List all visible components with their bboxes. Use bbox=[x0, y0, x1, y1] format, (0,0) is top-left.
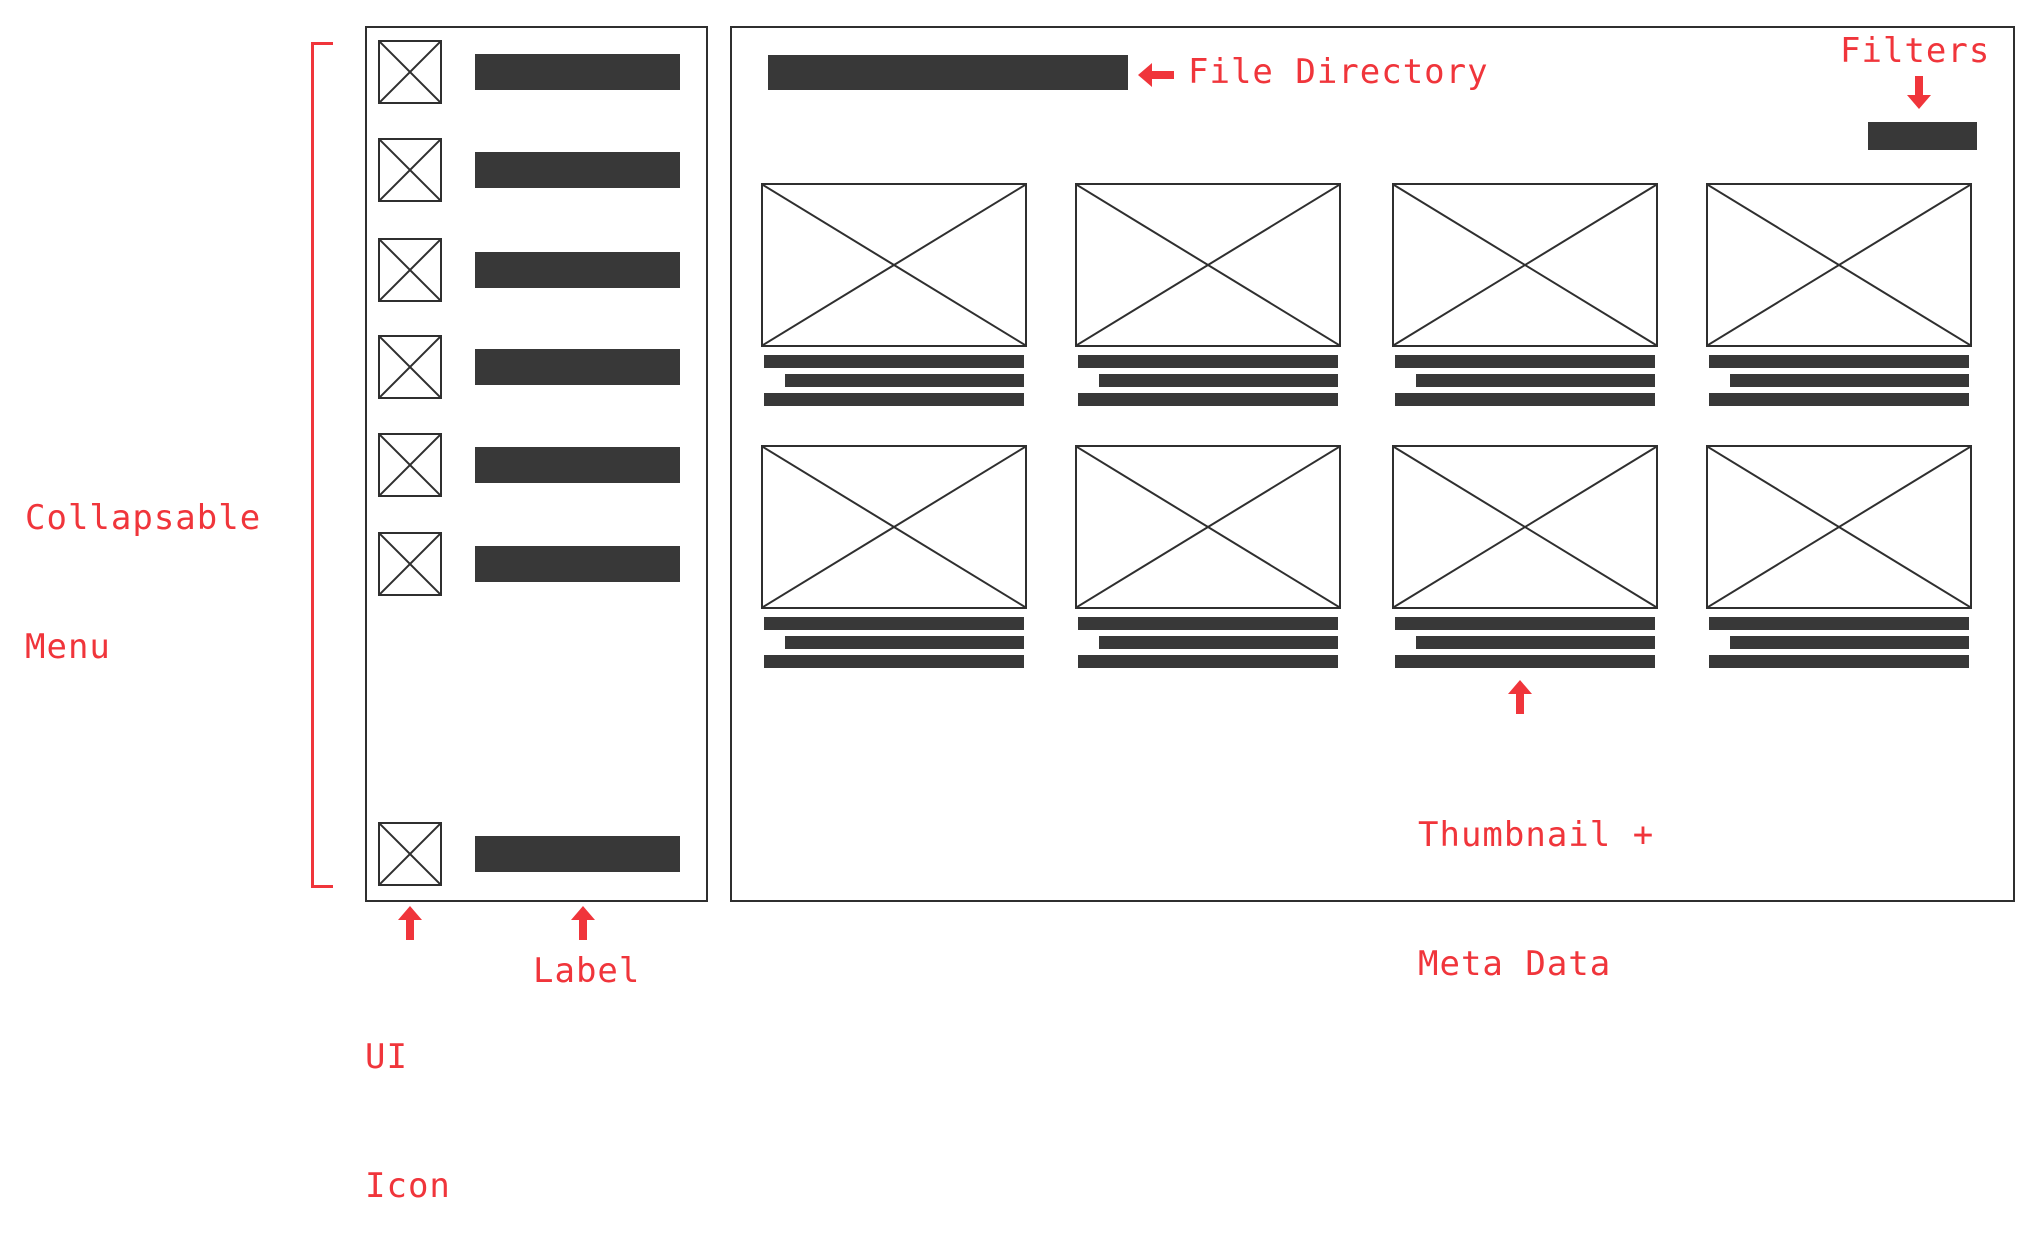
placeholder-image-icon[interactable] bbox=[378, 238, 442, 302]
ui-icon-annotation: UI Icon bbox=[365, 950, 451, 1251]
thumbnail-image[interactable] bbox=[1706, 445, 1972, 609]
filters-annotation: Filters bbox=[1840, 31, 1991, 71]
collapsable-menu-annotation-line-2: Menu bbox=[25, 627, 111, 667]
placeholder-image-icon[interactable] bbox=[378, 433, 442, 497]
thumbnail-image[interactable] bbox=[1075, 445, 1341, 609]
meta-line-1 bbox=[1395, 617, 1655, 630]
meta-line-1 bbox=[764, 617, 1024, 630]
meta-line-3 bbox=[1078, 393, 1338, 406]
meta-line-3 bbox=[1709, 393, 1969, 406]
meta-line-1 bbox=[1395, 355, 1655, 368]
sidebar-item-label[interactable] bbox=[475, 252, 680, 288]
meta-line-1 bbox=[1709, 355, 1969, 368]
thumbnail-meta-annotation-line-1: Thumbnail + bbox=[1418, 815, 1655, 855]
sidebar-item-label[interactable] bbox=[475, 152, 680, 188]
meta-line-3 bbox=[764, 393, 1024, 406]
meta-line-3 bbox=[1078, 655, 1338, 668]
ui-icon-annotation-line-2: Icon bbox=[365, 1166, 451, 1206]
meta-line-2 bbox=[1416, 374, 1655, 387]
meta-line-1 bbox=[1709, 617, 1969, 630]
placeholder-image-icon[interactable] bbox=[378, 40, 442, 104]
thumbnail-meta-annotation-line-2: Meta Data bbox=[1418, 944, 1612, 984]
thumbnail-meta-annotation: Thumbnail + Meta Data bbox=[1418, 728, 1654, 1029]
meta-line-2 bbox=[1099, 636, 1338, 649]
collapsable-menu-annotation-line-1: Collapsable bbox=[25, 498, 262, 538]
meta-line-2 bbox=[1099, 374, 1338, 387]
thumbnail-image[interactable] bbox=[1706, 183, 1972, 347]
file-directory-annotation: File Directory bbox=[1188, 52, 1489, 92]
file-directory-arrow-icon bbox=[1138, 63, 1174, 87]
meta-line-2 bbox=[785, 374, 1024, 387]
thumbnail-image[interactable] bbox=[1392, 183, 1658, 347]
meta-line-2 bbox=[1416, 636, 1655, 649]
thumbnail-image[interactable] bbox=[761, 445, 1027, 609]
label-arrow-icon bbox=[571, 906, 595, 940]
filters-arrow-icon bbox=[1907, 76, 1931, 109]
ui-icon-annotation-line-1: UI bbox=[365, 1037, 408, 1077]
meta-line-3 bbox=[1395, 655, 1655, 668]
file-directory-breadcrumb[interactable] bbox=[768, 55, 1128, 90]
sidebar-item-label[interactable] bbox=[475, 836, 680, 872]
meta-line-2 bbox=[1730, 636, 1969, 649]
placeholder-image-icon[interactable] bbox=[378, 822, 442, 886]
label-annotation: Label bbox=[533, 951, 641, 991]
meta-line-2 bbox=[1730, 374, 1969, 387]
meta-line-1 bbox=[764, 355, 1024, 368]
placeholder-image-icon[interactable] bbox=[378, 532, 442, 596]
placeholder-image-icon[interactable] bbox=[378, 138, 442, 202]
meta-line-1 bbox=[1078, 355, 1338, 368]
sidebar-item-label[interactable] bbox=[475, 447, 680, 483]
meta-line-2 bbox=[785, 636, 1024, 649]
meta-line-3 bbox=[1395, 393, 1655, 406]
meta-line-3 bbox=[764, 655, 1024, 668]
sidebar-item-label[interactable] bbox=[475, 546, 680, 582]
ui-icon-arrow-icon bbox=[398, 906, 422, 940]
collapsable-menu-annotation: Collapsable Menu bbox=[25, 411, 261, 712]
filters-button[interactable] bbox=[1868, 122, 1977, 150]
thumbnail-image[interactable] bbox=[761, 183, 1027, 347]
sidebar-item-label[interactable] bbox=[475, 349, 680, 385]
placeholder-image-icon[interactable] bbox=[378, 335, 442, 399]
meta-line-1 bbox=[1078, 617, 1338, 630]
sidebar-item-label[interactable] bbox=[475, 54, 680, 90]
meta-line-3 bbox=[1709, 655, 1969, 668]
thumbnail-image[interactable] bbox=[1075, 183, 1341, 347]
thumbnail-image[interactable] bbox=[1392, 445, 1658, 609]
collapsable-menu-bracket bbox=[311, 42, 333, 888]
thumbnail-arrow-icon bbox=[1508, 680, 1532, 714]
